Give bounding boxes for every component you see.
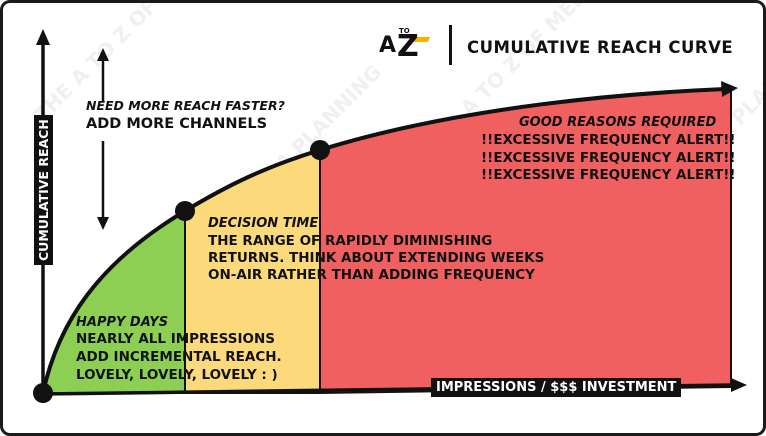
- a-to-z-logo: A TO Z: [375, 27, 435, 67]
- logo-letter-a: A: [379, 33, 397, 58]
- zone-happy-days: [41, 209, 186, 394]
- frequency-alert-2: !!EXCESSIVE FREQUENCY ALERT!!: [481, 150, 736, 166]
- origin-dot: [33, 383, 53, 403]
- decision-time-line-1: THE RANGE OF RAPIDLY DIMINISHING: [208, 233, 493, 249]
- add-more-channels-text: ADD MORE CHANNELS: [86, 116, 268, 132]
- frequency-alert-3: !!EXCESSIVE FREQUENCY ALERT!!: [481, 167, 736, 183]
- x-axis-label: IMPRESSIONS / $$$ INVESTMENT: [431, 378, 682, 397]
- reach-curve-diagram: THE A TO Z OF MEDIA PLANNING THE A TO Z …: [30, 3, 763, 403]
- decision-time-line-3: ON-AIR RATHER THAN ADDING FREQUENCY: [208, 267, 535, 283]
- decision-time-title: DECISION TIME: [208, 216, 319, 231]
- double-arrow-down-head: [97, 217, 109, 230]
- y-axis-label: CUMULATIVE REACH: [34, 115, 53, 265]
- logo-letter-z: Z: [397, 29, 419, 64]
- milestone-dot-1: [175, 201, 195, 221]
- double-arrow-gap: [95, 101, 111, 141]
- happy-days-line-1: NEARLY ALL IMPRESSIONS: [76, 331, 276, 347]
- logo-to: TO: [399, 27, 410, 35]
- milestone-dot-2: [310, 140, 330, 160]
- good-reasons-title: GOOD REASONS REQUIRED: [519, 115, 717, 130]
- reach-curve-arrowhead: [721, 81, 738, 97]
- double-arrow-up-head: [97, 48, 109, 61]
- x-axis-arrowhead: [731, 378, 747, 392]
- y-axis-arrowhead: [36, 29, 50, 45]
- happy-days-line-3: LOVELY, LOVELY, LOVELY : ): [76, 367, 278, 383]
- decision-time-line-2: RETURNS. THINK ABOUT EXTENDING WEEKS: [208, 250, 545, 266]
- happy-days-title: HAPPY DAYS: [76, 315, 169, 330]
- frequency-alert-1: !!EXCESSIVE FREQUENCY ALERT!!: [481, 132, 736, 148]
- happy-days-line-2: ADD INCREMENTAL REACH.: [76, 349, 282, 365]
- page-title: CUMULATIVE REACH CURVE: [467, 38, 734, 57]
- reach-curve: [41, 87, 726, 394]
- need-more-reach-question: NEED MORE REACH FASTER?: [86, 98, 285, 113]
- title-divider: [449, 25, 452, 65]
